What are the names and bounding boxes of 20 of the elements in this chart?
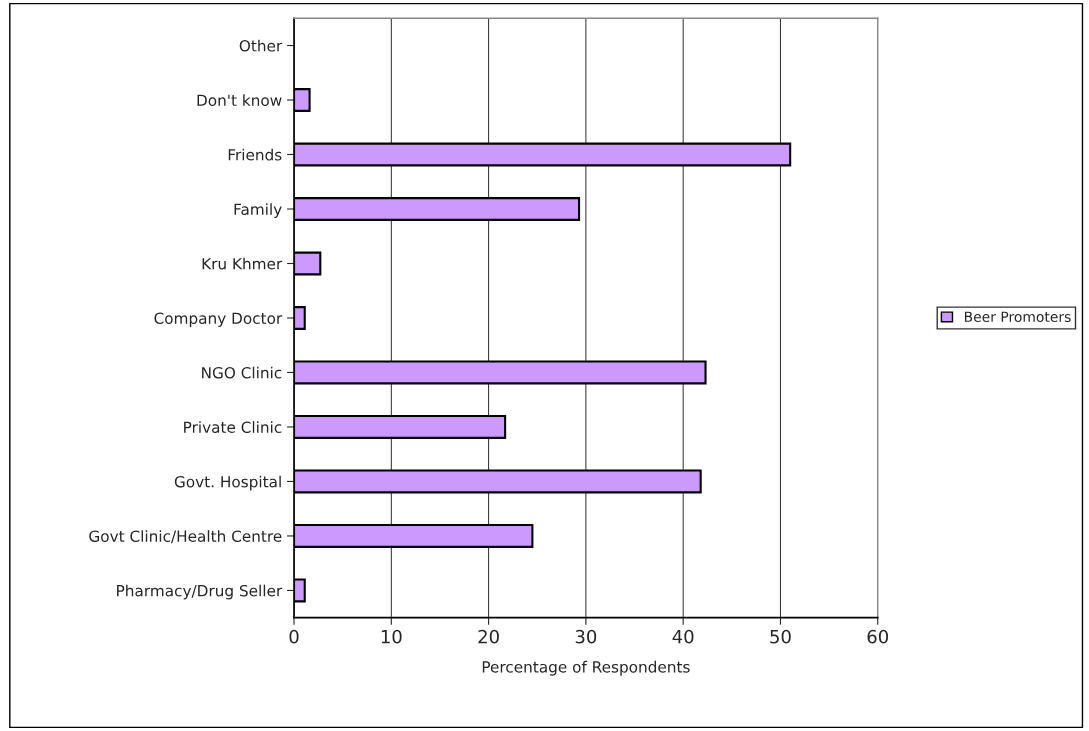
y-tick-label: Family <box>234 203 282 218</box>
x-axis-title: Percentage of Respondents <box>482 660 690 676</box>
legend-label: Beer Promoters <box>964 311 1071 323</box>
x-tick-label: 10 <box>381 629 402 644</box>
x-tick-label: 20 <box>478 629 499 644</box>
y-tick-label: Other <box>239 39 283 52</box>
x-tick-label: 50 <box>770 629 791 644</box>
y-tick-label: Private Clinic <box>184 421 282 433</box>
y-tick-label: Company Doctor <box>154 312 283 327</box>
x-tick-label: 30 <box>575 629 597 644</box>
y-tick-label: Pharmacy/Drug Seller <box>117 584 283 600</box>
y-tick-label: NGO Clinic <box>202 366 282 379</box>
x-tick-label: 40 <box>672 629 694 644</box>
y-tick-label: Friends <box>228 148 282 161</box>
y-tick-label: Govt. Hospital <box>174 475 281 491</box>
x-tick-label: 60 <box>867 629 889 644</box>
y-tick-label: Govt Clinic/Health Centre <box>89 530 282 544</box>
y-tick-label: Kru Khmer <box>202 257 283 270</box>
y-tick-label: Don't know <box>197 94 282 107</box>
x-tick-label: 0 <box>289 629 299 644</box>
